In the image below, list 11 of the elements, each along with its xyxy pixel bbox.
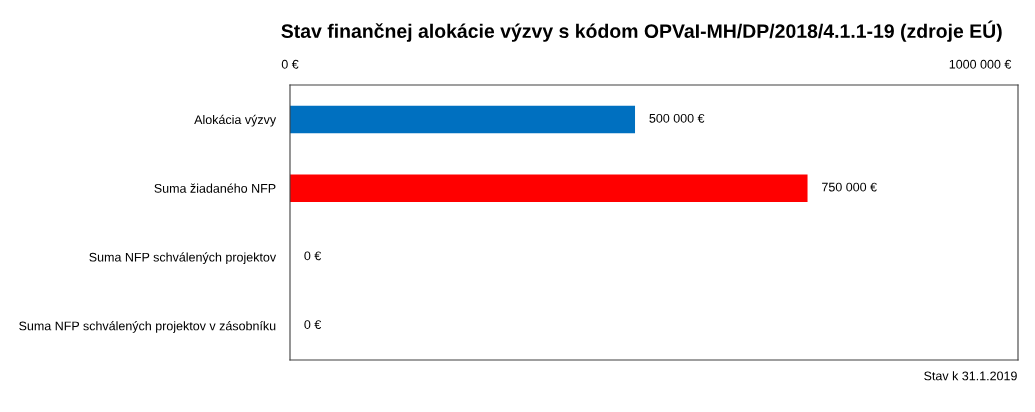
text: Stav k 31.1.2019: [924, 371, 1017, 381]
chart-title: Stav finančnej alokácie výzvy s kódom OPVaI-MH/DP/2018/4.1.1-19 (zdroje EÚ): [281, 20, 1002, 42]
y-tick-label: Suma NFP schválených projektov v zásobníku: [19, 321, 276, 333]
y-tick-label: Suma žiadaného NFP: [154, 183, 276, 193]
y-tick-label: Suma NFP schválených projektov: [89, 252, 277, 265]
data-label: 500 000 €: [649, 113, 705, 123]
y-tick-label: Alokácia výzvy: [194, 114, 277, 127]
data-label: 0 €: [304, 251, 322, 261]
data-label: 750 000 €: [822, 182, 877, 192]
data-label: 0 €: [304, 320, 322, 329]
x-tick-label: 1000 000 €: [949, 59, 1012, 69]
